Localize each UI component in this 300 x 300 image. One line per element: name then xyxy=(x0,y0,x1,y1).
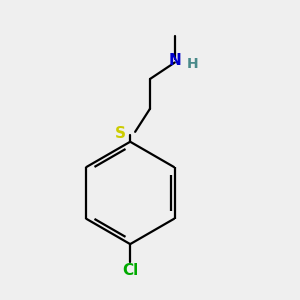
Text: N: N xyxy=(168,53,181,68)
Text: Cl: Cl xyxy=(122,263,138,278)
Text: H: H xyxy=(187,57,199,71)
Text: S: S xyxy=(115,126,126,141)
